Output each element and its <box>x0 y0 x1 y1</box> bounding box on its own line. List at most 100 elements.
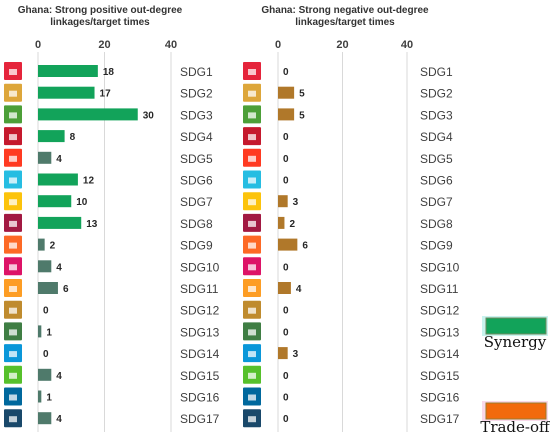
category-label-sdg13: SDG13 <box>180 325 220 339</box>
sdg-icon-glyph <box>9 177 17 184</box>
value-label-sdg15: 4 <box>56 371 62 382</box>
value-label-sdg1: 0 <box>283 67 289 78</box>
value-label-sdg7: 10 <box>76 197 88 208</box>
category-label-sdg5: SDG5 <box>420 152 453 166</box>
bar-sdg2 <box>38 86 95 99</box>
category-label-sdg6: SDG6 <box>180 174 213 188</box>
bar-sdg17 <box>38 412 52 425</box>
x-tick-label: 40 <box>165 39 177 51</box>
panel-title-line: Ghana: Strong positive out-degree <box>18 5 183 16</box>
sdg-icon-glyph <box>248 372 256 379</box>
value-label-sdg12: 0 <box>283 306 289 317</box>
x-tick-label: 0 <box>275 39 281 51</box>
category-label-sdg17: SDG17 <box>180 412 220 426</box>
bar-sdg8 <box>278 216 285 229</box>
value-label-sdg10: 4 <box>56 262 62 273</box>
legend-swatch <box>485 317 547 335</box>
category-label-sdg5: SDG5 <box>180 152 213 166</box>
bar-sdg4 <box>38 130 65 143</box>
value-label-sdg6: 0 <box>283 176 289 187</box>
bar-sdg6 <box>38 173 78 186</box>
sdg-icon-glyph <box>9 112 17 119</box>
panel-title-line: Ghana: Strong negative out-degree <box>261 5 429 16</box>
bar-sdg8 <box>38 216 82 229</box>
sdg-icon-glyph <box>9 307 17 314</box>
category-label-sdg14: SDG14 <box>420 347 460 361</box>
category-label-sdg4: SDG4 <box>420 130 453 144</box>
category-label-sdg6: SDG6 <box>420 174 453 188</box>
sdg-icon-glyph <box>248 220 256 227</box>
sdg-icon-glyph <box>248 112 256 119</box>
value-label-sdg3: 5 <box>299 110 305 121</box>
category-label-sdg1: SDG1 <box>180 65 213 79</box>
sdg-icon-glyph <box>248 329 256 336</box>
x-tick-label: 40 <box>401 39 413 51</box>
category-label-sdg12: SDG12 <box>420 304 460 318</box>
sdg-icon-glyph <box>248 177 256 184</box>
sdg-icon-glyph <box>9 69 17 75</box>
category-label-sdg7: SDG7 <box>180 195 213 209</box>
x-tick-label: 20 <box>98 39 110 51</box>
sdg-icon-glyph <box>248 134 256 141</box>
sdg-icon-glyph <box>9 416 17 423</box>
value-label-sdg4: 8 <box>70 132 76 143</box>
value-label-sdg3: 30 <box>143 110 155 121</box>
bar-sdg2 <box>278 86 295 99</box>
sdg-icon-glyph <box>248 394 256 401</box>
sdg-icon-glyph <box>9 155 17 162</box>
value-label-sdg17: 4 <box>56 414 62 425</box>
value-label-sdg11: 4 <box>296 284 302 295</box>
value-label-sdg8: 13 <box>86 219 98 230</box>
sdg-icon-glyph <box>9 286 17 292</box>
value-label-sdg4: 0 <box>283 132 289 143</box>
sdg-icon-glyph <box>248 69 256 75</box>
bar-sdg10 <box>38 260 52 273</box>
legend-swatch <box>485 402 547 420</box>
category-label-sdg7: SDG7 <box>420 195 453 209</box>
value-label-sdg16: 1 <box>46 393 52 404</box>
bar-sdg1 <box>38 65 98 77</box>
bar-sdg11 <box>278 282 291 294</box>
category-label-sdg12: SDG12 <box>180 304 220 318</box>
positive-linkages-panel: Ghana: Strong positive out-degreelinkage… <box>4 5 220 432</box>
bar-sdg3 <box>278 108 295 121</box>
category-label-sdg9: SDG9 <box>420 239 453 253</box>
category-label-sdg15: SDG15 <box>420 369 460 383</box>
sdg-icon-glyph <box>248 242 256 249</box>
bar-sdg11 <box>38 282 58 294</box>
bar-sdg9 <box>278 238 298 251</box>
category-label-sdg11: SDG11 <box>420 282 459 296</box>
category-label-sdg11: SDG11 <box>180 282 219 296</box>
category-label-sdg9: SDG9 <box>180 239 213 253</box>
bar-sdg7 <box>278 195 288 208</box>
category-label-sdg3: SDG3 <box>180 108 213 122</box>
category-label-sdg13: SDG13 <box>420 325 460 339</box>
value-label-sdg8: 2 <box>289 219 295 230</box>
category-label-sdg3: SDG3 <box>420 108 453 122</box>
sdg-icon-glyph <box>9 242 17 249</box>
bar-sdg16 <box>38 390 42 403</box>
category-label-sdg1: SDG1 <box>420 65 453 79</box>
category-label-sdg16: SDG16 <box>180 391 220 405</box>
value-label-sdg14: 0 <box>43 349 49 360</box>
category-label-sdg2: SDG2 <box>180 87 213 101</box>
sdg-icon-glyph <box>9 134 17 141</box>
value-label-sdg2: 17 <box>100 89 112 100</box>
sdg-icon-glyph <box>9 394 17 401</box>
sdg-icon-glyph <box>248 155 256 162</box>
legend-label: Trade-off <box>480 418 550 436</box>
value-label-sdg15: 0 <box>283 371 289 382</box>
value-label-sdg5: 4 <box>56 154 62 165</box>
category-label-sdg4: SDG4 <box>180 130 213 144</box>
category-label-sdg17: SDG17 <box>420 412 460 426</box>
value-label-sdg14: 3 <box>293 349 299 360</box>
sdg-icon-glyph <box>9 329 17 336</box>
value-label-sdg6: 12 <box>83 176 95 187</box>
bar-sdg15 <box>38 368 52 381</box>
bar-sdg13 <box>38 325 42 338</box>
bar-sdg7 <box>38 195 72 208</box>
sdg-icon-glyph <box>9 90 17 97</box>
panel-title-line: linkages/target times <box>295 17 395 28</box>
x-tick-label: 0 <box>35 39 41 51</box>
sdg-icon-glyph <box>248 264 256 271</box>
